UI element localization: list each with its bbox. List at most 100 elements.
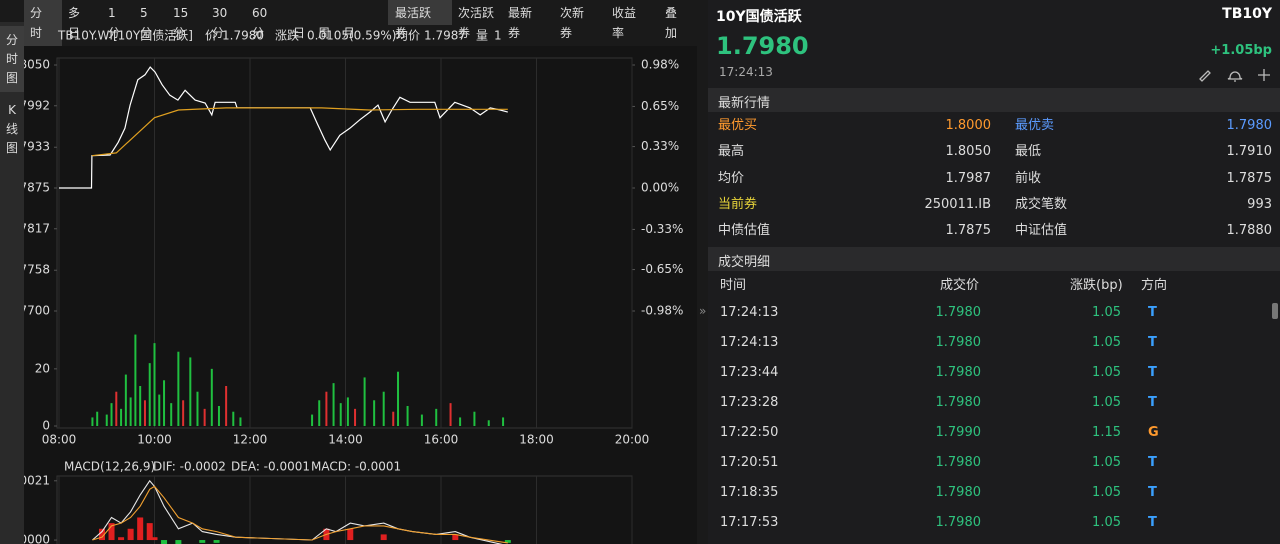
trade-cell: 17:24:13 — [720, 305, 779, 320]
market-value: 993 — [1247, 196, 1272, 212]
volume-bar — [318, 400, 321, 426]
toolbar-button[interactable]: 最新券 — [508, 5, 532, 40]
price-frame — [56, 57, 633, 429]
bond-code: TB10Y — [1222, 6, 1272, 22]
trade-cell: 1.7990 — [935, 425, 982, 440]
toolbar-button[interactable]: 收益率 — [612, 6, 636, 40]
toolbar-button[interactable]: 分时 — [30, 6, 42, 40]
macd-bar — [380, 534, 387, 541]
macd-bar — [504, 540, 511, 543]
side-tab[interactable]: K 线图 — [6, 103, 18, 155]
volume-bar — [239, 417, 242, 426]
toolbar-button[interactable]: 多日 — [68, 6, 80, 40]
trade-cell: 17:17:53 — [720, 515, 779, 530]
market-label: 最低 — [1015, 144, 1042, 160]
active-tab — [388, 0, 452, 25]
trades-header: 成交明细 — [708, 247, 1280, 271]
trade-cell: 17:18:35 — [720, 485, 779, 500]
x-tick-label: 18:00 — [519, 433, 554, 447]
volume-bar — [124, 374, 127, 426]
volume-bar — [392, 411, 395, 426]
market-value: 250011.IB — [924, 196, 991, 212]
market-header: 最新行情 — [708, 88, 1280, 112]
x-tick-label: 14:00 — [328, 433, 363, 447]
y-tick-label: 20 — [35, 361, 50, 375]
toolbar-button[interactable]: 60 分 — [252, 6, 267, 40]
trade-cell: 1.7980 — [935, 515, 982, 530]
toolbar-button[interactable]: 30 分 — [212, 6, 227, 40]
volume-bar — [120, 408, 123, 426]
trade-cell: 1.7980 — [935, 335, 982, 350]
edit-icon[interactable] — [1199, 70, 1211, 82]
macd-frame — [56, 475, 633, 544]
volume-bar — [339, 403, 342, 426]
trade-cell: 1.7980 — [935, 485, 982, 500]
trade-cell: 17:24:13 — [720, 335, 779, 350]
volume-bar — [346, 397, 349, 426]
market-label: 当前券 — [718, 196, 758, 212]
alert-icon[interactable] — [1227, 71, 1243, 82]
market-label: 中债估值 — [718, 223, 771, 239]
volume-bar — [129, 397, 132, 426]
info-price-label: 价 — [205, 29, 217, 43]
market-label: 最优买 — [718, 118, 758, 133]
volume-bar — [143, 400, 146, 426]
trade-cell: 17:20:51 — [720, 455, 779, 470]
tool-icons — [1199, 69, 1270, 82]
price-change: +1.05bp — [1210, 43, 1272, 58]
toolbar-button[interactable]: 次活跃券 — [458, 6, 494, 40]
market-value: 1.7910 — [1226, 144, 1273, 160]
info-change: 0.0105(0.59%) — [307, 29, 396, 43]
macd-bar — [108, 523, 115, 541]
splitter[interactable]: » — [697, 0, 708, 544]
trade-cell: 1.7980 — [935, 395, 982, 410]
trade-cell: T — [1148, 365, 1157, 380]
y2-tick-label: -0.33% — [641, 222, 683, 236]
last-price: 1.7980 — [716, 32, 809, 60]
y-tick-label: 0 — [42, 419, 50, 433]
market-value: 1.8000 — [945, 118, 992, 133]
trade-cell: 1.05 — [1092, 335, 1121, 350]
macd-bar — [213, 540, 220, 543]
section-title: 最新行情 — [718, 96, 771, 111]
info-symbol: TB10Y.WI[10Y国债活跃] — [57, 29, 193, 43]
volume-bar — [397, 371, 400, 426]
trade-cell: 1.05 — [1092, 455, 1121, 470]
volume-bar — [225, 386, 228, 426]
volume-bar — [210, 368, 213, 426]
volume-bar — [163, 380, 166, 426]
add-icon[interactable] — [1258, 69, 1270, 81]
quote-panel: 10Y国债活跃 TB10Y 1.7980 +1.05bp 17:24:13 最新… — [708, 0, 1280, 544]
toolbar-button[interactable]: 15 分 — [173, 6, 188, 40]
volume-bar — [158, 394, 161, 426]
volume-bar — [105, 414, 108, 426]
column-header: 时间 — [720, 278, 747, 293]
trade-cell: 1.7980 — [935, 365, 982, 380]
volume-bar — [363, 377, 366, 426]
toolbar-button[interactable]: 叠加 — [665, 6, 677, 40]
toolbar-button[interactable]: 月 — [343, 26, 355, 40]
x-tick-label: 16:00 — [424, 433, 459, 447]
chart-area: 1.80501.79921.79331.78751.78171.77581.77… — [0, 0, 684, 544]
side-tab[interactable]: 分时图 — [6, 33, 18, 85]
market-label: 成交笔数 — [1015, 196, 1068, 212]
active-side-tab — [0, 26, 24, 92]
market-label: 均价 — [718, 170, 745, 186]
scrollbar[interactable] — [1272, 303, 1278, 319]
volume-bar — [354, 408, 357, 426]
trade-cell: 1.05 — [1092, 515, 1121, 530]
trade-cell: G — [1148, 425, 1159, 440]
toolbar-button[interactable]: 日 — [293, 26, 305, 40]
side-tabs-bg — [0, 22, 24, 544]
trade-cell: 17:23:28 — [720, 395, 779, 410]
legend-entry: DIF: -0.0002 — [153, 460, 226, 474]
toolbar-button[interactable]: 最活跃券 — [395, 6, 431, 40]
macd-bar — [175, 540, 182, 544]
toolbar-button[interactable]: 周 — [318, 26, 330, 40]
market-value: 1.7875 — [1226, 170, 1273, 186]
macd-bar — [98, 528, 105, 541]
toolbar-button[interactable]: 次新券 — [560, 5, 584, 40]
volume-bar — [189, 357, 192, 426]
